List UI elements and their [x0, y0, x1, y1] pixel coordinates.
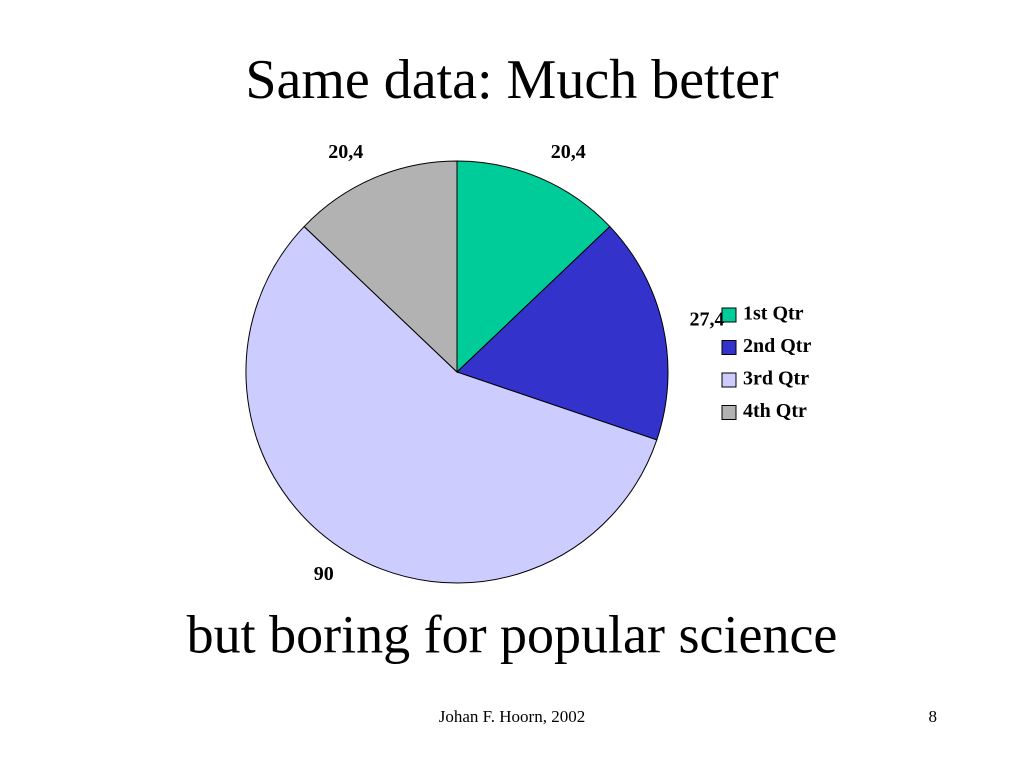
value-label: 20,4	[551, 141, 586, 163]
pie-slice	[303, 160, 458, 374]
footer-author: Johan F. Hoorn, 2002	[439, 707, 585, 726]
body-text: but boring for popular science	[187, 604, 838, 664]
value-label: 20,4	[328, 141, 363, 163]
page-number: 8	[929, 707, 938, 726]
value-label: 27,4	[689, 308, 724, 330]
pie-slice	[456, 160, 611, 374]
legend-label: 2nd Qtr	[743, 335, 811, 357]
legend-label: 3rd Qtr	[743, 368, 809, 390]
value-label: 90	[314, 563, 334, 585]
legend-swatch	[721, 372, 737, 388]
legend-swatch	[721, 405, 737, 420]
legend-label: 4th Qtr	[743, 400, 807, 422]
pie-slice	[456, 225, 669, 441]
pie-slice	[245, 225, 658, 584]
slide-title: Same data: Much better	[245, 49, 779, 111]
legend-swatch	[721, 340, 737, 355]
legend-label: 1st Qtr	[743, 303, 804, 325]
legend-swatch	[721, 307, 737, 323]
